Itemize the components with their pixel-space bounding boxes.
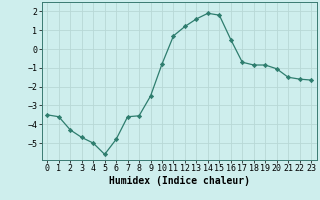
X-axis label: Humidex (Indice chaleur): Humidex (Indice chaleur) bbox=[109, 176, 250, 186]
